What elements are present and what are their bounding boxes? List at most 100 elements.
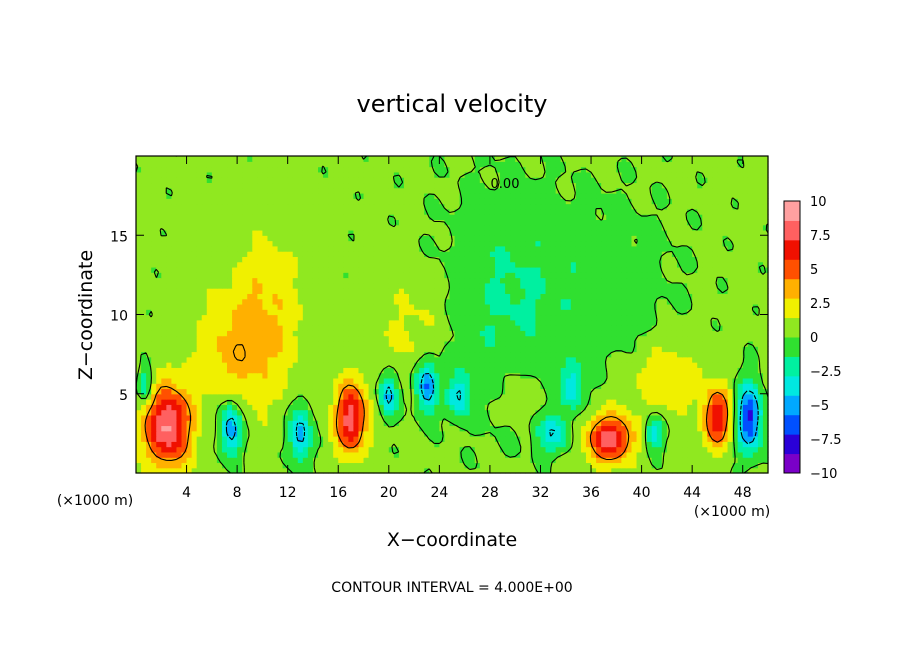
- heatmap-cell: [611, 272, 617, 279]
- heatmap-cell: [510, 404, 516, 411]
- heatmap-cell: [762, 393, 769, 400]
- heatmap-cell: [151, 467, 157, 474]
- heatmap-cell: [535, 441, 542, 448]
- heatmap-cell: [459, 362, 466, 368]
- heatmap-cell: [671, 441, 678, 448]
- heatmap-cell: [596, 430, 602, 437]
- heatmap-cell: [611, 325, 617, 331]
- heatmap-cell: [621, 436, 628, 442]
- heatmap-cell: [520, 298, 526, 305]
- heatmap-cell: [757, 319, 764, 326]
- heatmap-cell: [631, 261, 638, 268]
- heatmap-cell: [383, 319, 390, 326]
- heatmap-cell: [318, 372, 324, 379]
- heatmap-cell: [444, 393, 451, 400]
- heatmap-cell: [671, 298, 678, 305]
- heatmap-cell: [409, 282, 415, 289]
- heatmap-cell: [707, 266, 713, 273]
- heatmap-cell: [636, 362, 643, 368]
- heatmap-cell: [727, 261, 734, 268]
- heatmap-cell: [221, 377, 228, 384]
- heatmap-cell: [363, 340, 370, 347]
- heatmap-cell: [580, 414, 587, 421]
- heatmap-cell: [697, 277, 703, 284]
- heatmap-cell: [161, 277, 167, 284]
- heatmap-cell: [666, 335, 673, 342]
- heatmap-cell: [257, 414, 263, 421]
- heatmap-cell: [338, 303, 344, 310]
- heatmap-cell: [505, 409, 511, 416]
- heatmap-cell: [307, 330, 314, 337]
- heatmap-cell: [388, 303, 395, 310]
- heatmap-cell: [141, 282, 147, 289]
- heatmap-cell: [606, 272, 612, 279]
- heatmap-cell: [206, 261, 213, 268]
- heatmap-cell: [383, 451, 390, 458]
- heatmap-cell: [717, 272, 724, 279]
- heatmap-cell: [692, 340, 698, 347]
- heatmap-cell: [267, 462, 274, 469]
- heatmap-cell: [156, 314, 162, 321]
- heatmap-cell: [505, 277, 511, 284]
- heatmap-cell: [196, 282, 203, 289]
- heatmap-cell: [505, 282, 511, 289]
- heatmap-cell: [626, 462, 633, 469]
- heatmap-cell: [403, 425, 410, 432]
- heatmap-cell: [292, 441, 299, 448]
- heatmap-cell: [530, 261, 537, 268]
- heatmap-cell: [570, 277, 577, 284]
- heatmap-cell: [186, 309, 193, 316]
- heatmap-cell: [616, 335, 622, 342]
- heatmap-cell: [429, 383, 435, 390]
- heatmap-cell: [414, 346, 420, 353]
- heatmap-cell: [692, 356, 698, 363]
- heatmap-cell: [378, 404, 385, 411]
- heatmap-cell: [393, 420, 400, 427]
- heatmap-cell: [525, 393, 531, 400]
- heatmap-cell: [287, 436, 294, 442]
- heatmap-cell: [439, 362, 446, 368]
- heatmap-cell: [601, 441, 607, 448]
- heatmap-cell: [151, 356, 157, 363]
- heatmap-cell: [596, 303, 602, 310]
- heatmap-cell: [373, 388, 380, 395]
- heatmap-cell: [585, 335, 592, 342]
- heatmap-cell: [742, 266, 749, 273]
- heatmap-cell: [580, 266, 587, 273]
- heatmap-cell: [464, 351, 471, 358]
- heatmap-cell: [424, 446, 430, 453]
- heatmap-cell: [267, 335, 274, 342]
- heatmap-cell: [515, 261, 521, 268]
- heatmap-cell: [292, 446, 299, 453]
- heatmap-cell: [368, 351, 375, 358]
- heatmap-cell: [429, 266, 435, 273]
- heatmap-cell: [141, 303, 147, 310]
- heatmap-cell: [656, 436, 663, 442]
- heatmap-cell: [515, 409, 521, 416]
- heatmap-cell: [489, 436, 496, 442]
- heatmap-cell: [191, 467, 198, 474]
- heatmap-cell: [661, 372, 668, 379]
- heatmap-cell: [500, 420, 506, 427]
- heatmap-cell: [682, 436, 688, 442]
- heatmap-cell: [272, 372, 279, 379]
- heatmap-cell: [449, 430, 456, 437]
- heatmap-cell: [464, 451, 471, 458]
- heatmap-cell: [575, 425, 582, 432]
- heatmap-cell: [277, 420, 284, 427]
- heatmap-cell: [333, 404, 339, 411]
- heatmap-cell: [398, 325, 405, 331]
- heatmap-cell: [444, 425, 451, 432]
- heatmap-cell: [429, 261, 435, 268]
- heatmap-cell: [676, 462, 683, 469]
- heatmap-cell: [221, 388, 228, 395]
- heatmap-cell: [525, 272, 531, 279]
- heatmap-cell: [697, 441, 703, 448]
- heatmap-cell: [429, 303, 435, 310]
- heatmap-cell: [211, 446, 218, 453]
- heatmap-cell: [287, 362, 294, 368]
- heatmap-cell: [353, 282, 360, 289]
- heatmap-cell: [611, 425, 617, 432]
- heatmap-cell: [601, 314, 607, 321]
- heatmap-cell: [505, 319, 511, 326]
